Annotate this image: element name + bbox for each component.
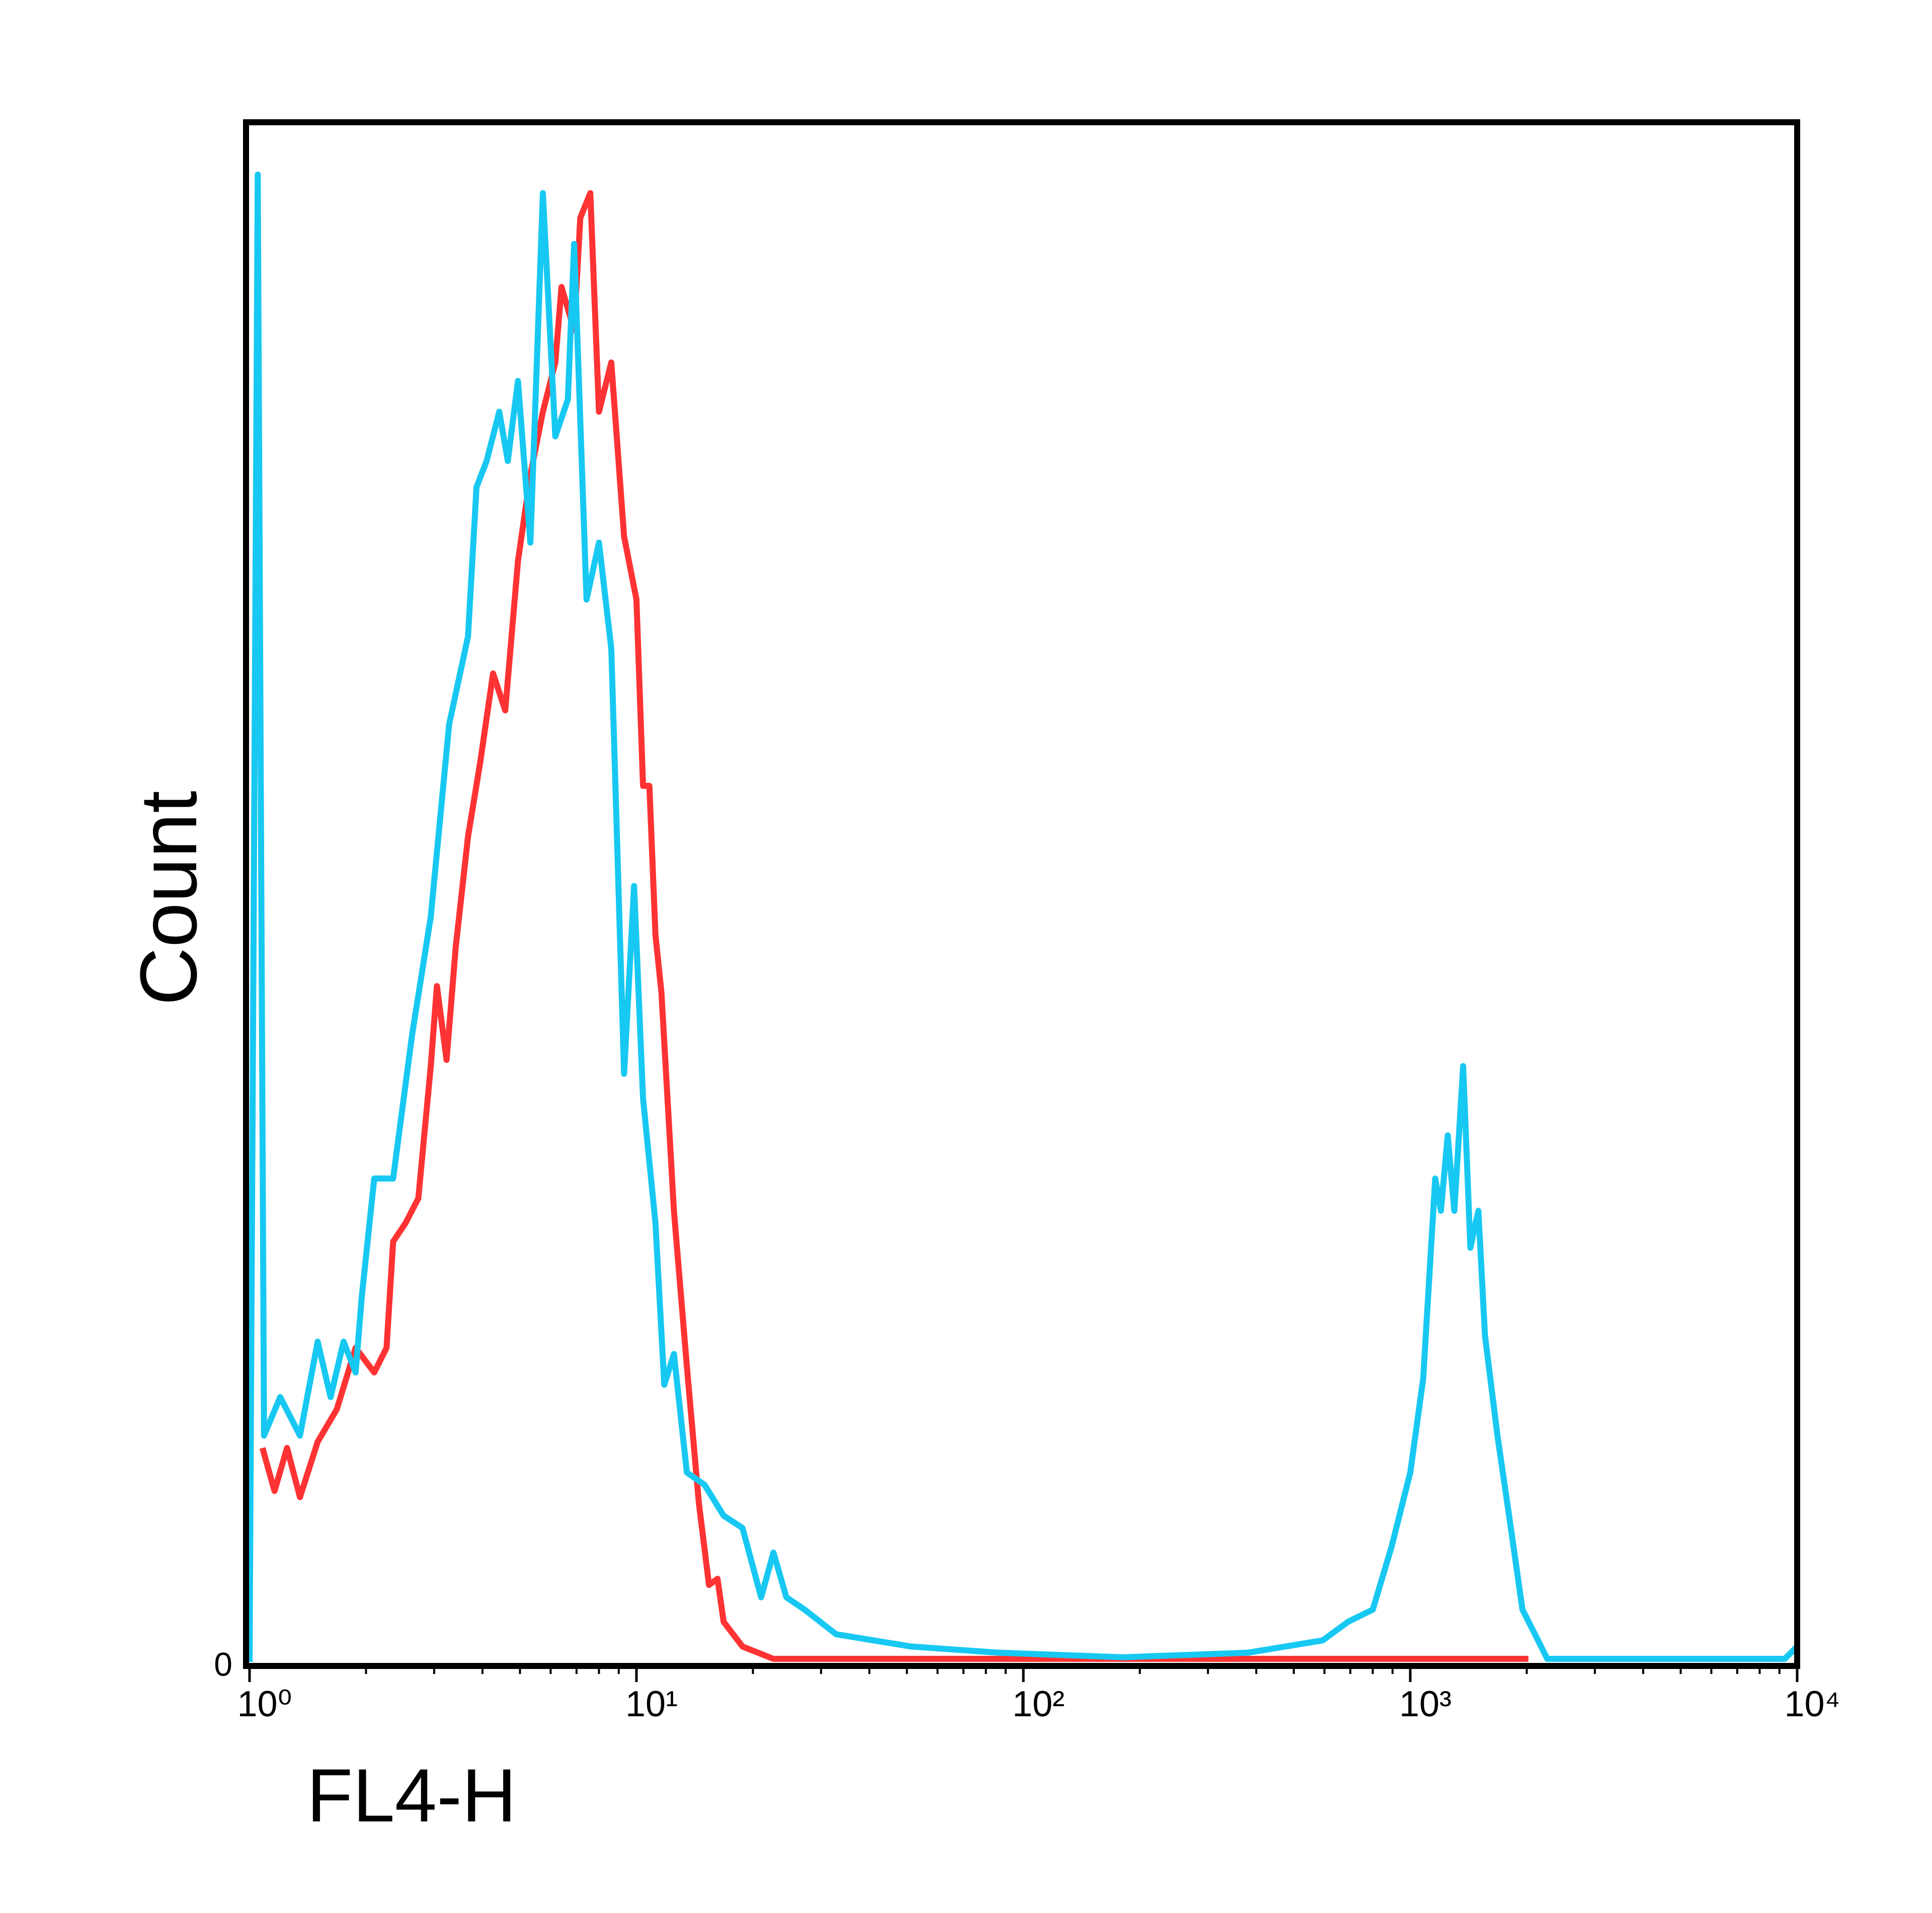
x-tick-label: 10² xyxy=(1012,1684,1065,1724)
x-tick-label: 10³ xyxy=(1399,1684,1452,1724)
histogram-line xyxy=(247,172,1800,1662)
histogram-line xyxy=(259,190,1528,1662)
x-tick-label: 10⁴ xyxy=(1784,1684,1840,1724)
series-layer xyxy=(247,172,1800,1662)
y-tick-label: 0 xyxy=(214,1645,232,1683)
y-axis-label: Count xyxy=(123,791,213,1006)
x-tick-label: 10¹ xyxy=(625,1684,678,1724)
plot-frame xyxy=(243,119,1800,1669)
x-tick-label: 10⁰ xyxy=(237,1684,292,1724)
x-axis-label: FL4-H xyxy=(307,1753,517,1838)
